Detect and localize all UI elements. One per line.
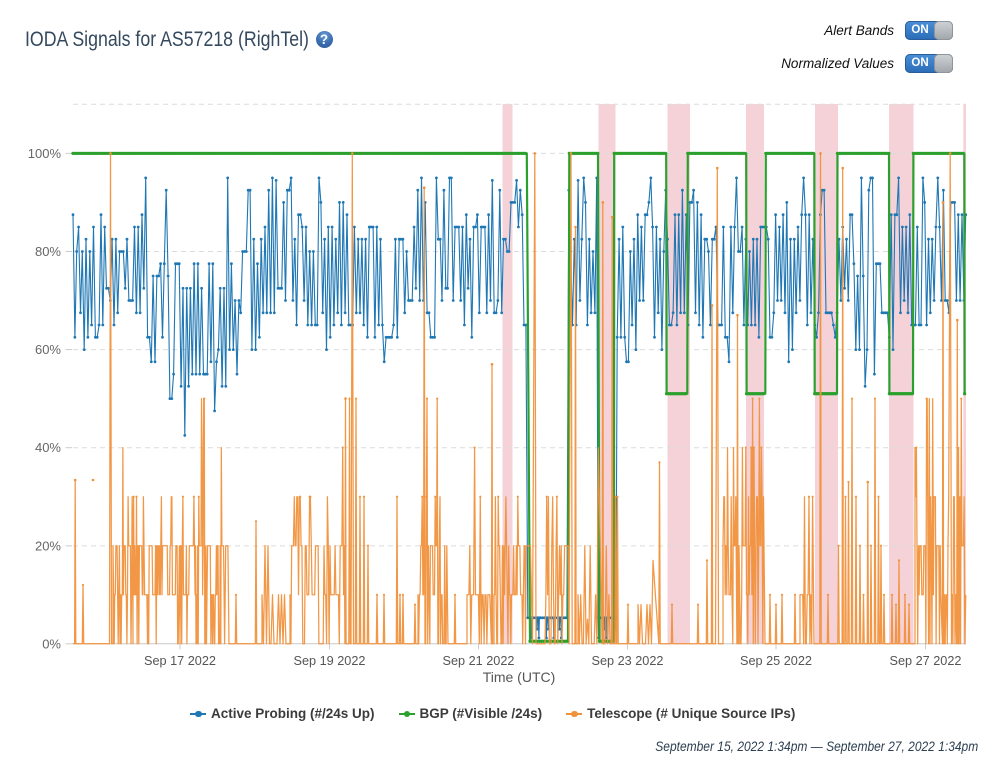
- svg-text:20%: 20%: [35, 538, 61, 553]
- svg-text:60%: 60%: [35, 342, 61, 357]
- svg-text:Sep 25 2022: Sep 25 2022: [740, 654, 812, 668]
- svg-text:80%: 80%: [35, 244, 61, 259]
- svg-text:Time (UTC): Time (UTC): [483, 669, 556, 685]
- svg-text:Sep 21 2022: Sep 21 2022: [443, 654, 515, 668]
- svg-text:Sep 27 2022: Sep 27 2022: [890, 654, 962, 668]
- svg-text:100%: 100%: [28, 146, 62, 161]
- svg-text:0%: 0%: [42, 636, 61, 651]
- svg-text:Sep 23 2022: Sep 23 2022: [592, 654, 664, 668]
- svg-text:40%: 40%: [35, 440, 61, 455]
- svg-text:Sep 17 2022: Sep 17 2022: [144, 654, 216, 668]
- svg-text:Sep 19 2022: Sep 19 2022: [294, 654, 366, 668]
